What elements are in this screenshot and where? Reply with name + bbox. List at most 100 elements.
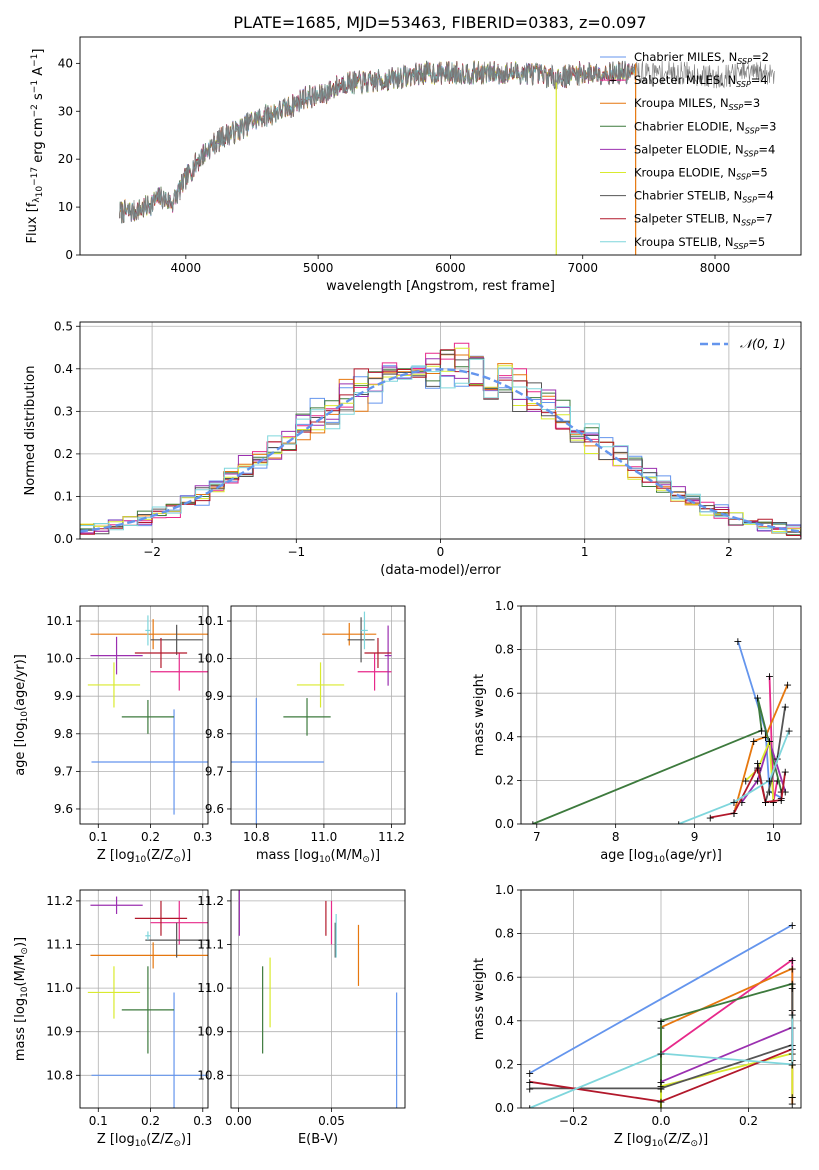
x-tick-label: 0.05	[318, 1114, 345, 1128]
y-tick-label: 11.0	[197, 981, 224, 995]
legend-label-tail: =7	[756, 212, 773, 226]
legend-label-tail: =4	[751, 73, 768, 87]
weight-marker: +	[656, 1015, 665, 1028]
weights-vs-Z-panel: −0.2 0.0 0.20.00.20.40.60.81.0++++++++++++…	[472, 883, 802, 1149]
x-axis-label: Z [log10(Z/Z⊙)]	[97, 848, 191, 865]
y-tick-label: 10.9	[46, 1025, 73, 1039]
y-tick-label: 11.2	[197, 894, 224, 908]
x-axis-label-part: (Z/Z	[146, 1132, 173, 1147]
y-axis-label-part: 10	[20, 711, 30, 723]
legend-label-sub: SSP	[734, 242, 749, 251]
x-axis-label-part: )]	[181, 848, 191, 863]
weight-marker: +	[733, 635, 742, 648]
figure-title: PLATE=1685, MJD=53463, FIBERID=0383, z=0…	[233, 13, 646, 32]
weight-marker: +	[525, 1082, 534, 1095]
x-axis-label-part: 10	[653, 855, 665, 865]
y-tick-label: 10.1	[197, 614, 224, 628]
y-tick-label: 0.4	[54, 362, 73, 376]
legend-label: Salpeter ELODIE, NSSP=4	[634, 142, 775, 158]
x-tick-label: 0.00	[225, 1114, 252, 1128]
x-axis-label-part: mass [log	[256, 848, 319, 863]
x-axis-label-part: Z [log	[614, 1132, 652, 1147]
weight-line-3	[660, 982, 794, 1108]
y-tick-label: 9.7	[54, 764, 73, 778]
y-tick-label: 9.8	[54, 727, 73, 741]
weight-marker: +	[765, 774, 774, 787]
spectrum-panel: 4000 5000 6000 7000 8000 0 10 20 30 40 wavelength …	[25, 36, 802, 294]
y-tick-label: 0.3	[54, 404, 73, 418]
legend-label: 𝒩(0, 1)	[740, 336, 786, 351]
weight-marker: +	[769, 796, 778, 809]
y-tick-label: 0.4	[495, 730, 514, 744]
x-tick-label: 0.2	[141, 830, 160, 844]
legend-label-sub: SSP	[741, 219, 756, 228]
legend-label: Kroupa STELIB, NSSP=5	[634, 235, 765, 251]
legend-label-text: Chabrier ELODIE, N	[634, 119, 745, 133]
x-tick-label: 0	[437, 545, 445, 559]
legend-label-text: Salpeter MILES, N	[634, 73, 736, 87]
errorbar-group	[87, 615, 208, 815]
x-axis-label-part: ⊙	[362, 855, 370, 865]
x-tick-label: 11.0	[311, 830, 338, 844]
legend-label-text: Kroupa ELODIE, N	[634, 166, 736, 180]
y-tick-label: 0.6	[495, 686, 514, 700]
weight-marker: +	[788, 1091, 797, 1104]
y-tick-label: 10	[58, 200, 73, 214]
legend-label-sub: SSP	[744, 149, 759, 158]
weight-marker: +	[761, 796, 770, 809]
weight-marker: +	[757, 724, 766, 737]
y-axis-label: mass [log10(M/M⊙)]	[13, 937, 30, 1061]
y-tick-label: 11.1	[197, 938, 224, 952]
y-tick-label: 0.0	[495, 817, 514, 831]
errorbar-group	[231, 611, 392, 824]
y-axis-label-part: λ	[32, 197, 42, 203]
y-tick-label: 10.8	[197, 1068, 224, 1082]
y-axis-label-part: ]	[31, 49, 46, 54]
weight-marker: +	[788, 962, 797, 975]
errorbar-group	[87, 896, 208, 1108]
weight-marker: +	[788, 978, 797, 991]
x-axis-label: mass [log10(M/M⊙)]	[256, 848, 380, 865]
weight-marker: +	[753, 774, 762, 787]
errorbar-group	[238, 890, 398, 1108]
weight-marker: +	[788, 982, 797, 995]
weight-marker: +	[765, 735, 774, 748]
weight-marker: +	[761, 731, 770, 744]
y-tick-label: 10.9	[197, 1025, 224, 1039]
axes-frame	[79, 321, 802, 540]
legend-label-sub: SSP	[745, 126, 760, 135]
weights-vs-age-panel: 7 8 9 100.00.20.40.60.81.0+++++++++ ++++++++…	[472, 599, 802, 865]
weight-marker: +	[769, 796, 778, 809]
x-axis-label: Z [log10(Z/Z⊙)]	[97, 1132, 191, 1149]
y-axis-label-part: ⊙	[20, 947, 30, 955]
weight-marker: +	[788, 1008, 797, 1021]
weight-marker: +	[656, 1082, 665, 1095]
legend-label-sub: SSP	[736, 80, 751, 89]
legend-label-tail: =3	[760, 119, 777, 133]
weight-marker: +	[729, 796, 738, 809]
y-tick-label: 9.8	[205, 727, 224, 741]
x-axis-label-part: 10	[135, 855, 147, 865]
axes-frame	[79, 36, 802, 256]
x-axis-label-part: (Z/Z	[663, 1132, 690, 1147]
x-tick-label: −2	[143, 545, 161, 559]
weight-marker: +	[788, 1058, 797, 1071]
x-tick-label: 0.3	[193, 1114, 212, 1128]
y-tick-label: 0.4	[495, 1014, 514, 1028]
x-axis-label-part: 10	[135, 1139, 147, 1149]
x-tick-label: 5000	[303, 261, 334, 275]
weight-line-5	[745, 740, 775, 803]
histogram-8	[80, 358, 801, 538]
x-axis-label: wavelength [Angstrom, rest frame]	[326, 279, 555, 294]
x-axis-label-part: ⊙	[690, 1139, 698, 1149]
y-tick-label: 9.9	[54, 689, 73, 703]
y-tick-label: 10.0	[197, 652, 224, 666]
y-tick-label: 40	[58, 56, 73, 70]
y-axis-label-part: 10	[20, 986, 30, 998]
weight-marker: +	[781, 700, 790, 713]
weight-marker: +	[656, 1102, 665, 1115]
y-axis-label-part: mass [log	[13, 998, 28, 1061]
x-axis-label-part: )]	[181, 1132, 191, 1147]
y-tick-label: 0.8	[495, 643, 514, 657]
x-tick-label: 0.3	[193, 830, 212, 844]
